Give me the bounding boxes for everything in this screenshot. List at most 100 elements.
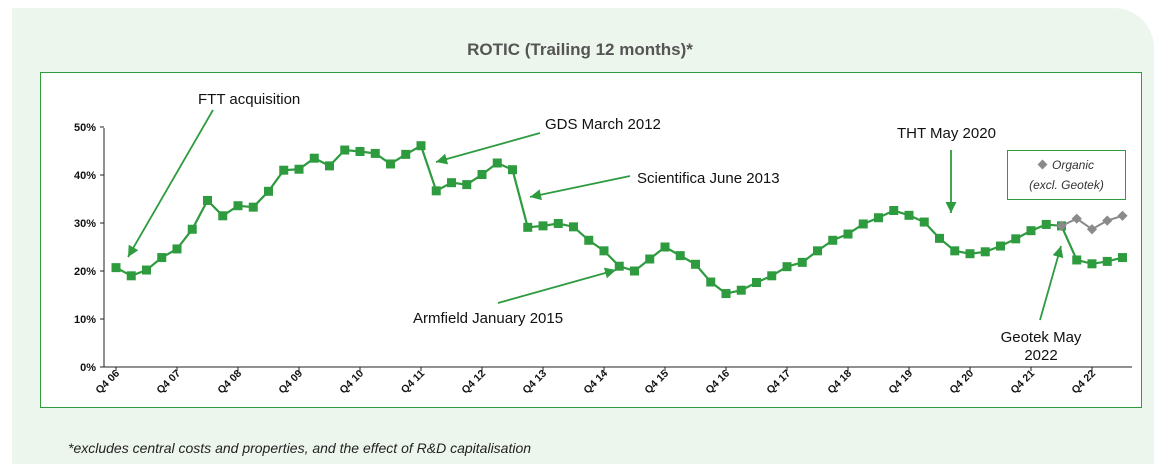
data-point-main (279, 165, 289, 175)
data-point-main (904, 210, 914, 220)
data-point-main (340, 145, 350, 155)
chart-title: ROTIC (Trailing 12 months)* (467, 40, 693, 59)
y-tick-label: 10% (74, 314, 96, 326)
data-point-main (569, 222, 578, 232)
data-point-main (157, 253, 167, 263)
data-point-main (1011, 234, 1021, 244)
data-point-main (645, 254, 655, 264)
data-point-main (706, 277, 716, 287)
data-point-main (553, 218, 563, 228)
data-point-main (1087, 259, 1097, 269)
legend-diamond-marker (1037, 159, 1048, 170)
x-tick-label: Q4 13 (520, 368, 549, 397)
data-point-main (736, 285, 746, 295)
data-point-main (477, 170, 487, 180)
data-point-organic (1102, 215, 1113, 226)
data-point-main (294, 164, 304, 174)
data-point-main (721, 289, 731, 299)
data-point-main (1026, 226, 1036, 236)
data-point-main (813, 246, 822, 256)
data-point-main (431, 186, 441, 196)
x-tick-label: Q4 20 (947, 368, 976, 397)
data-point-main (660, 242, 670, 252)
data-point-main (843, 229, 853, 239)
data-point-main (996, 241, 1005, 251)
data-point-main (111, 263, 121, 273)
data-point-main (401, 149, 411, 159)
annotation-label: Scientifica June 2013 (637, 170, 780, 187)
data-point-main (965, 249, 975, 259)
annotation-label: FTT acquisition (198, 91, 300, 108)
data-point-main (492, 158, 502, 168)
x-tick-label: Q4 10 (337, 368, 366, 397)
annotation-arrow-line (1039, 245, 1062, 321)
data-point-main (370, 148, 380, 158)
annotation-arrow-line (529, 175, 631, 198)
annotation-label: Armfield January 2015 (413, 310, 563, 327)
data-point-main (508, 165, 517, 175)
data-point-main (538, 221, 548, 231)
legend-line-2: (excl. Geotek) (1029, 178, 1104, 192)
annotation-label: GDS March 2012 (545, 116, 661, 133)
data-point-main (416, 141, 426, 151)
y-tick-label: 0% (80, 362, 96, 374)
data-point-main (675, 251, 685, 261)
x-tick-label: Q4 08 (215, 368, 244, 397)
legend: Organic (excl. Geotek) (1007, 150, 1126, 200)
data-point-main (980, 247, 990, 257)
data-point-main (386, 159, 395, 169)
x-tick-label: Q4 22 (1069, 368, 1098, 397)
data-point-main (874, 213, 883, 223)
data-point-main (172, 244, 182, 254)
data-point-main (187, 224, 197, 234)
data-point-main (355, 146, 365, 156)
legend-line-1: Organic (1008, 158, 1125, 172)
x-tick-label: Q4 15 (642, 368, 671, 397)
x-tick-label: Q4 14 (581, 368, 610, 397)
data-point-main (462, 180, 472, 190)
data-point-main (584, 235, 594, 245)
data-point-main (264, 186, 273, 196)
annotation-arrow-head (1052, 246, 1064, 259)
annotation-arrow-line (435, 132, 541, 163)
y-tick-label: 40% (74, 170, 96, 182)
data-point-main (950, 246, 960, 256)
legend-label: Organic (1051, 158, 1095, 172)
data-point-main (599, 246, 609, 256)
data-point-main (142, 265, 151, 275)
data-point-main (126, 271, 136, 281)
data-point-main (325, 161, 334, 171)
annotation-arrow-head (530, 189, 542, 201)
data-point-main (1072, 255, 1082, 265)
data-point-main (691, 259, 700, 269)
annotation-arrow-head (603, 267, 616, 279)
series-line-main (115, 144, 1123, 295)
data-point-main (767, 271, 777, 281)
annotation-arrow-head (128, 244, 139, 257)
data-point-main (614, 261, 624, 271)
data-point-main (218, 211, 228, 221)
footnote: *excludes central costs and properties, … (68, 440, 532, 456)
x-tick-label: Q4 19 (886, 368, 915, 397)
y-tick-label: 30% (74, 218, 96, 230)
data-point-main (752, 278, 761, 288)
data-point-main (1041, 219, 1051, 229)
data-point-main (1102, 256, 1112, 266)
annotation-arrow-line (497, 269, 617, 304)
annotation-label: 2022 (1024, 347, 1057, 364)
data-point-main (630, 266, 639, 276)
data-point-main (523, 222, 533, 232)
data-point-main (919, 217, 929, 227)
data-point-main (828, 235, 838, 245)
data-point-main (782, 262, 792, 272)
data-point-organic (1117, 210, 1128, 221)
data-point-main (797, 257, 807, 267)
data-point-main (248, 202, 258, 212)
x-tick-label: Q4 17 (764, 368, 793, 397)
x-tick-label: Q4 07 (154, 368, 183, 397)
data-point-main (858, 219, 868, 229)
data-point-main (889, 206, 899, 216)
x-tick-label: Q4 06 (93, 368, 122, 397)
x-tick-label: Q4 11 (399, 368, 427, 396)
annotation-arrow-head (945, 202, 957, 213)
